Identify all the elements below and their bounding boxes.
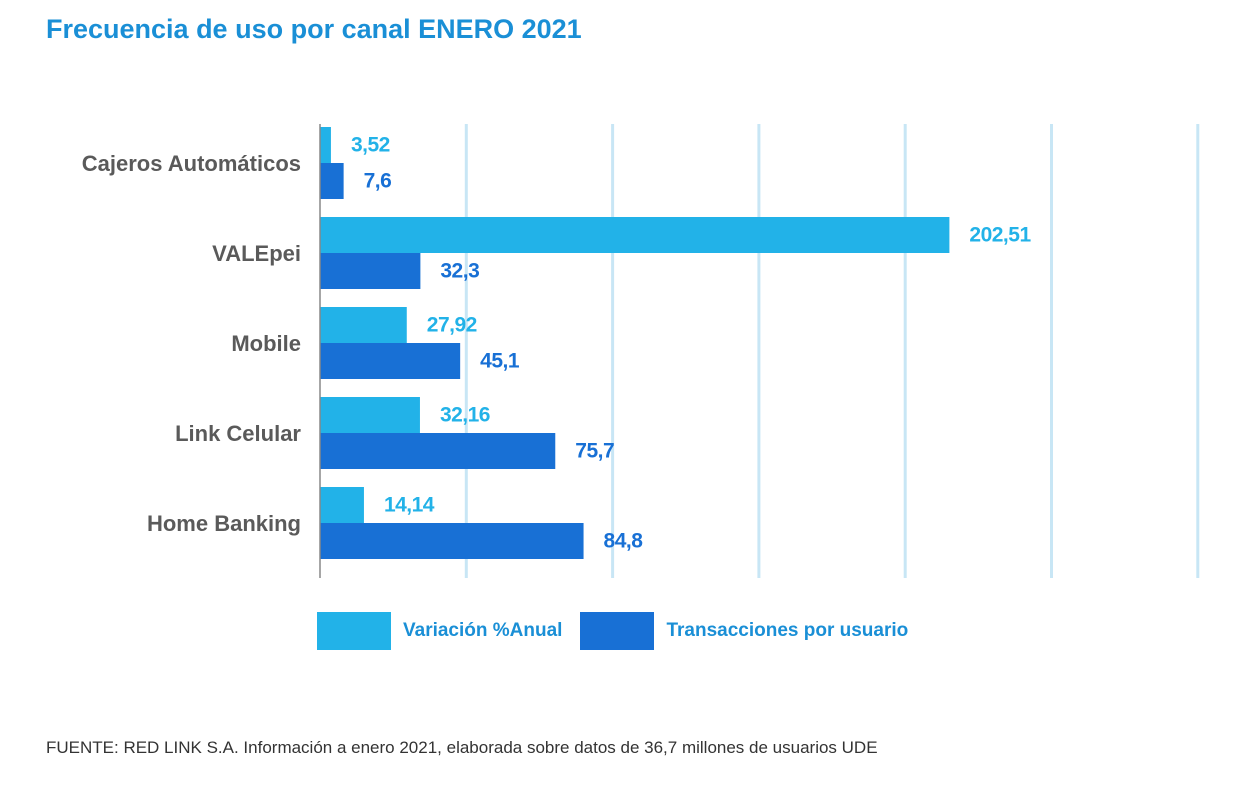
legend-swatch-transacciones: [580, 612, 655, 650]
data-label-transacciones: 84,8: [604, 530, 644, 553]
legend-item-variacion: Variación %Anual: [317, 612, 562, 650]
category-label: Link Celular: [175, 421, 301, 446]
data-label-transacciones: 45,1: [480, 350, 520, 373]
category-label: Home Banking: [147, 511, 301, 536]
data-label-transacciones: 75,7: [575, 440, 614, 463]
legend-label-transacciones: Transacciones por usuario: [666, 620, 909, 641]
data-label-transacciones: 7,6: [364, 170, 392, 193]
data-label-variacion: 14,14: [384, 494, 435, 517]
legend-label-variacion: Variación %Anual: [403, 620, 563, 641]
bar-variacion: [320, 217, 950, 253]
legend: Variación %Anual Transacciones por usuar…: [317, 612, 908, 650]
data-label-transacciones: 32,3: [440, 260, 479, 283]
bar-transacciones: [320, 343, 461, 379]
bar-chart: Cajeros Automáticos 3,52 7,6 VALEpei 202,51 3…: [82, 124, 1200, 578]
data-label-variacion: 3,52: [351, 134, 390, 157]
bar-variacion: [320, 307, 407, 343]
category-label: VALEpei: [212, 241, 301, 266]
bar-transacciones: [320, 433, 556, 469]
bar-variacion: [320, 397, 420, 433]
bar-transacciones: [320, 523, 584, 559]
bar-transacciones: [320, 163, 344, 199]
data-label-variacion: 202,51: [969, 224, 1031, 247]
data-label-variacion: 27,92: [427, 314, 477, 337]
data-label-variacion: 32,16: [440, 404, 490, 427]
bar-variacion: [320, 127, 331, 163]
bar-transacciones: [320, 253, 421, 289]
legend-swatch-variacion: [317, 612, 391, 650]
category-label: Cajeros Automáticos: [82, 151, 301, 176]
source-note: FUENTE: RED LINK S.A. Información a ener…: [46, 738, 878, 757]
category-label: Mobile: [231, 331, 301, 356]
bar-variacion: [320, 487, 364, 523]
legend-item-transacciones: Transacciones por usuario: [580, 612, 908, 650]
chart-title: Frecuencia de uso por canal ENERO 2021: [46, 14, 582, 44]
